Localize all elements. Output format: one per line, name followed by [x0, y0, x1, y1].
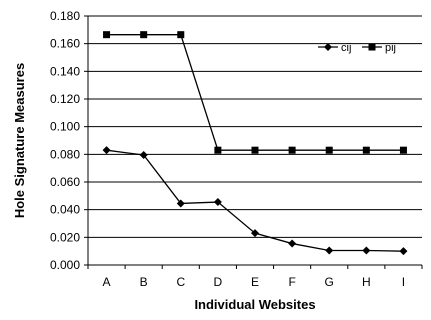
y-tick-label: 0.100	[50, 120, 80, 134]
legend-marker-pij	[368, 43, 376, 51]
point-cij	[176, 199, 185, 208]
x-tick-label: F	[288, 275, 295, 289]
y-tick-label: 0.000	[50, 258, 80, 272]
y-tick-label: 0.160	[50, 37, 80, 51]
x-tick-label: D	[214, 275, 223, 289]
x-tick-label: A	[103, 275, 111, 289]
point-pij	[325, 146, 333, 154]
x-axis-title: Individual Websites	[194, 297, 315, 312]
point-cij	[213, 198, 222, 207]
point-cij	[288, 239, 297, 248]
y-tick-label: 0.120	[50, 92, 80, 106]
y-tick-label: 0.060	[50, 175, 80, 189]
series	[102, 31, 408, 256]
point-cij	[251, 229, 259, 238]
axes: 0.000 0.020 0.040 0.060 0.080 0.100 0.120 0.140…	[50, 9, 423, 289]
y-tick-label: 0.020	[50, 230, 80, 244]
y-tick-label: 0.180	[50, 9, 80, 23]
point-pij	[140, 31, 148, 39]
point-cij	[102, 146, 111, 155]
y-tick-label: 0.080	[50, 147, 80, 161]
y-tick-label: 0.040	[50, 203, 80, 217]
legend-label-cij: cij	[341, 42, 351, 54]
point-pij	[103, 31, 111, 39]
legend-marker-cij	[324, 43, 332, 51]
legend: cij pij	[318, 42, 396, 54]
point-cij	[325, 246, 334, 255]
point-pij	[177, 31, 185, 39]
point-pij	[214, 146, 222, 154]
x-tick-label: H	[362, 275, 371, 289]
point-pij	[251, 146, 259, 154]
x-tick-label: I	[402, 275, 405, 289]
point-pij	[288, 146, 296, 154]
y-axis-title: Hole Signature Measures	[12, 63, 27, 218]
legend-label-pij: pij	[385, 42, 396, 54]
point-cij	[362, 246, 371, 255]
point-pij	[399, 146, 407, 154]
x-tick-label: B	[140, 275, 148, 289]
x-tick-label: E	[251, 275, 259, 289]
x-tick-label: C	[176, 275, 185, 289]
y-tick-label: 0.140	[50, 64, 80, 78]
point-pij	[362, 146, 370, 154]
x-tick-label: G	[325, 275, 334, 289]
point-cij	[399, 247, 408, 256]
point-cij	[139, 151, 148, 160]
series-line-pij	[106, 34, 404, 151]
